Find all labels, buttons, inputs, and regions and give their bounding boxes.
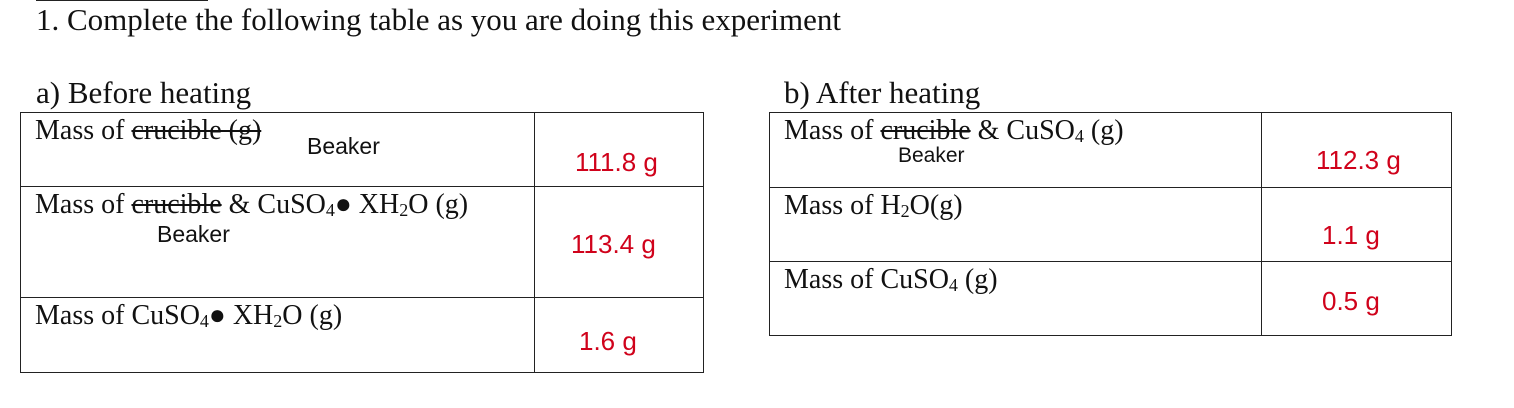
- text: ● XH: [334, 189, 400, 220]
- rule: [36, 0, 208, 1]
- subscript: 4: [199, 311, 209, 331]
- title: 1. Complete the following table as you a…: [36, 2, 841, 37]
- text: Mass of CuSO: [35, 300, 200, 331]
- row-label: Mass of crucible (g): [35, 115, 261, 147]
- row-label: Mass of CuSO4 (g): [784, 264, 998, 296]
- text: Mass of CuSO: [784, 264, 949, 295]
- text: Mass of: [784, 115, 881, 146]
- subscript: 4: [325, 200, 335, 220]
- row-label: Mass of H2O(g): [784, 190, 963, 222]
- value-cell: 1.1 g: [1261, 187, 1452, 262]
- value: 112.3 g: [1316, 145, 1401, 175]
- heading: a) Before heating: [36, 75, 252, 110]
- text: Mass of: [35, 189, 132, 220]
- subscript: 4: [948, 275, 958, 295]
- value: 1.1 g: [1322, 220, 1380, 250]
- value-cell: 1.6 g: [534, 297, 704, 373]
- text: O (g): [408, 189, 469, 220]
- subscript: 2: [900, 201, 910, 221]
- text: ● XH: [208, 300, 274, 331]
- heading: b) After heating: [784, 75, 981, 110]
- text: O (g): [282, 300, 343, 331]
- text: Mass of: [35, 115, 132, 146]
- label-cell: Mass of crucible & CuSO4● XH2O (g) Beake…: [20, 186, 535, 298]
- row-label: Mass of crucible & CuSO4● XH2O (g): [35, 189, 468, 221]
- struck-text: crucible: [131, 189, 222, 220]
- subscript: 4: [1074, 126, 1084, 146]
- value-cell: 0.5 g: [1261, 261, 1452, 336]
- note: Beaker: [898, 144, 965, 167]
- struck-text: crucible: [880, 115, 971, 146]
- label-cell: Mass of CuSO4● XH2O (g): [20, 297, 535, 373]
- value-cell: 111.8 g: [534, 112, 704, 187]
- row-label: Mass of crucible & CuSO4 (g): [784, 115, 1124, 147]
- subscript: 2: [399, 200, 409, 220]
- value: 1.6 g: [579, 326, 637, 356]
- text: Mass of H: [784, 190, 901, 221]
- table-after: Mass of crucible & CuSO4 (g) Beaker 112.…: [769, 112, 1452, 336]
- value: 111.8 g: [575, 147, 658, 177]
- value-cell: 113.4 g: [534, 186, 704, 298]
- value-cell: 112.3 g: [1261, 112, 1452, 188]
- text: O(g): [909, 190, 963, 221]
- value: 0.5 g: [1322, 286, 1380, 316]
- table-before: Mass of crucible (g) Beaker 111.8 g Mass…: [20, 112, 704, 373]
- struck-text: crucible (g): [131, 115, 262, 146]
- text: & CuSO: [970, 115, 1075, 146]
- label-cell: Mass of H2O(g): [769, 187, 1262, 262]
- label-cell: Mass of CuSO4 (g): [769, 261, 1262, 336]
- text: (g): [957, 264, 998, 295]
- text: & CuSO: [221, 189, 326, 220]
- note: Beaker: [157, 221, 230, 247]
- label-cell: Mass of crucible (g) Beaker: [20, 112, 535, 187]
- subscript: 2: [273, 311, 283, 331]
- row-label: Mass of CuSO4● XH2O (g): [35, 300, 342, 332]
- value: 113.4 g: [571, 229, 656, 259]
- note: Beaker: [307, 133, 380, 159]
- label-cell: Mass of crucible & CuSO4 (g) Beaker: [769, 112, 1262, 188]
- text: (g): [1083, 115, 1124, 146]
